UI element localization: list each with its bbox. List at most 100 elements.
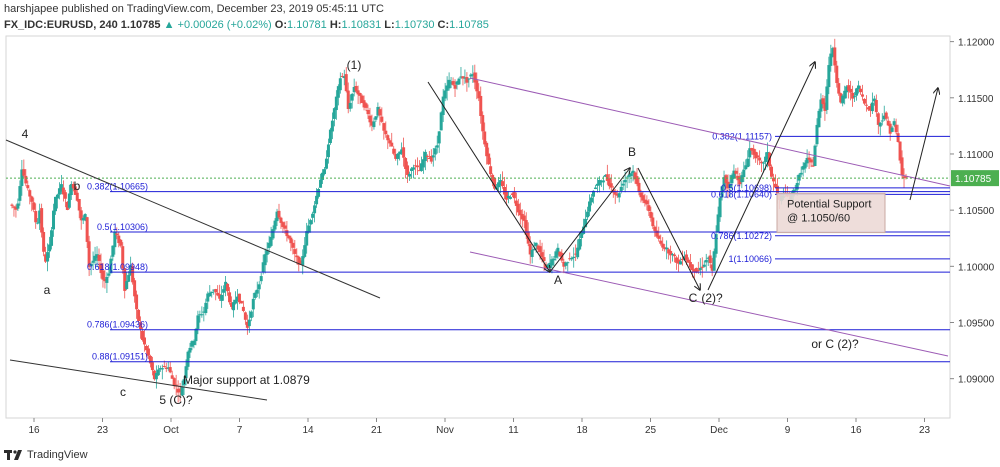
candle-body (904, 176, 908, 178)
candle-body (902, 176, 906, 179)
candle-body (303, 245, 307, 257)
candle-body (166, 367, 170, 369)
candle-body (491, 174, 495, 181)
candle-body (457, 78, 461, 85)
candle-body (744, 165, 748, 170)
support-box[interactable] (776, 192, 886, 234)
candle-body (590, 197, 594, 203)
candle-body (845, 86, 849, 93)
candle-body (220, 294, 224, 301)
candle-body (24, 175, 28, 184)
candle-body (59, 184, 63, 192)
candle-body (483, 131, 487, 145)
candle-body (404, 158, 408, 170)
candle-body (376, 106, 380, 116)
candle-body (900, 157, 904, 176)
candle-body (562, 261, 566, 267)
candle-body (740, 175, 744, 183)
candle-body (819, 99, 823, 112)
time-axis[interactable]: 16 23 Oct 7 14 21 Nov 11 18 25 Dec 9 16 23 (28, 418, 930, 436)
candle-body (89, 263, 93, 267)
candle-body (168, 367, 172, 373)
candle-body (471, 74, 475, 76)
candle-body (469, 74, 473, 77)
candle-body (831, 48, 835, 57)
candle-body (392, 148, 396, 154)
trendline[interactable] (9, 359, 268, 401)
candle-body (748, 148, 752, 158)
wave-arrow[interactable] (909, 88, 938, 201)
candle-body (722, 177, 726, 187)
candle-body (115, 233, 119, 236)
wave-arrow[interactable] (707, 62, 815, 291)
candle-body (872, 98, 876, 102)
wave-label: or C (2)? (811, 337, 859, 351)
fib-level-label: 0.786(1.10272) (711, 231, 772, 241)
candle-body (750, 148, 754, 151)
symbol-label[interactable]: FX_IDC:EURUSD, 240 (4, 19, 118, 31)
candle-body (690, 264, 694, 271)
wave-arrow[interactable] (637, 167, 700, 290)
candle-body (859, 88, 863, 93)
candle-body (309, 220, 313, 225)
candle-body (36, 222, 40, 224)
wave-label: 4 (22, 127, 29, 141)
wave-label: A (554, 273, 562, 287)
candle-body (463, 77, 467, 79)
candle-body (712, 251, 716, 271)
candle-body (609, 183, 613, 188)
candle-body (742, 169, 746, 178)
candle-body (350, 93, 354, 101)
x-tick-label: 18 (576, 425, 588, 436)
candle-body (809, 159, 813, 163)
fib-level-label: 0.382(1.11157) (712, 131, 772, 141)
candle-body (479, 95, 483, 117)
candle-body (635, 176, 639, 185)
candle-body (580, 231, 584, 238)
candle-body (564, 262, 568, 266)
candle-body (524, 220, 528, 235)
candle-body (847, 85, 851, 91)
candle-body (271, 229, 275, 239)
trendline[interactable] (5, 139, 381, 299)
candle-body (81, 217, 85, 221)
candle-body (26, 185, 30, 189)
candle-body (467, 78, 471, 80)
candle-body (348, 102, 352, 109)
candle-body (738, 176, 742, 185)
candle-body (50, 230, 54, 246)
candle-body (629, 173, 633, 177)
brand-name: TradingView (27, 449, 88, 461)
fib-level-label: 0.786(1.09436) (87, 320, 148, 330)
x-tick-label: Nov (436, 425, 454, 436)
candle-body (617, 193, 621, 198)
candle-body (566, 262, 570, 264)
x-tick-label: 14 (302, 425, 314, 436)
candle-body (619, 186, 623, 192)
candle-body (730, 175, 734, 184)
candle-body (631, 170, 635, 174)
candle-body (40, 208, 44, 233)
candle-body (69, 184, 73, 196)
candle-body (277, 210, 281, 218)
price-axis[interactable]: 1.09000 1.09500 1.10000 1.10500 1.11000 1.115… (5, 35, 995, 419)
candle-body (868, 106, 872, 111)
candle-body (338, 78, 342, 91)
candle-body (319, 179, 323, 188)
candle-body (588, 201, 592, 212)
wave-arrow[interactable] (427, 81, 550, 272)
candle-body (799, 172, 803, 175)
candle-body (445, 85, 449, 91)
candle-body (455, 81, 459, 85)
candle-body (663, 247, 667, 250)
candle-body (835, 65, 839, 84)
wave-arrow[interactable] (549, 168, 630, 273)
candle-body (878, 122, 882, 127)
candle-body (101, 270, 105, 280)
candle-body (372, 121, 376, 128)
candle-body (178, 388, 182, 393)
candle-body (390, 142, 394, 147)
channel-line[interactable] (469, 77, 951, 187)
candle-body (317, 188, 321, 197)
